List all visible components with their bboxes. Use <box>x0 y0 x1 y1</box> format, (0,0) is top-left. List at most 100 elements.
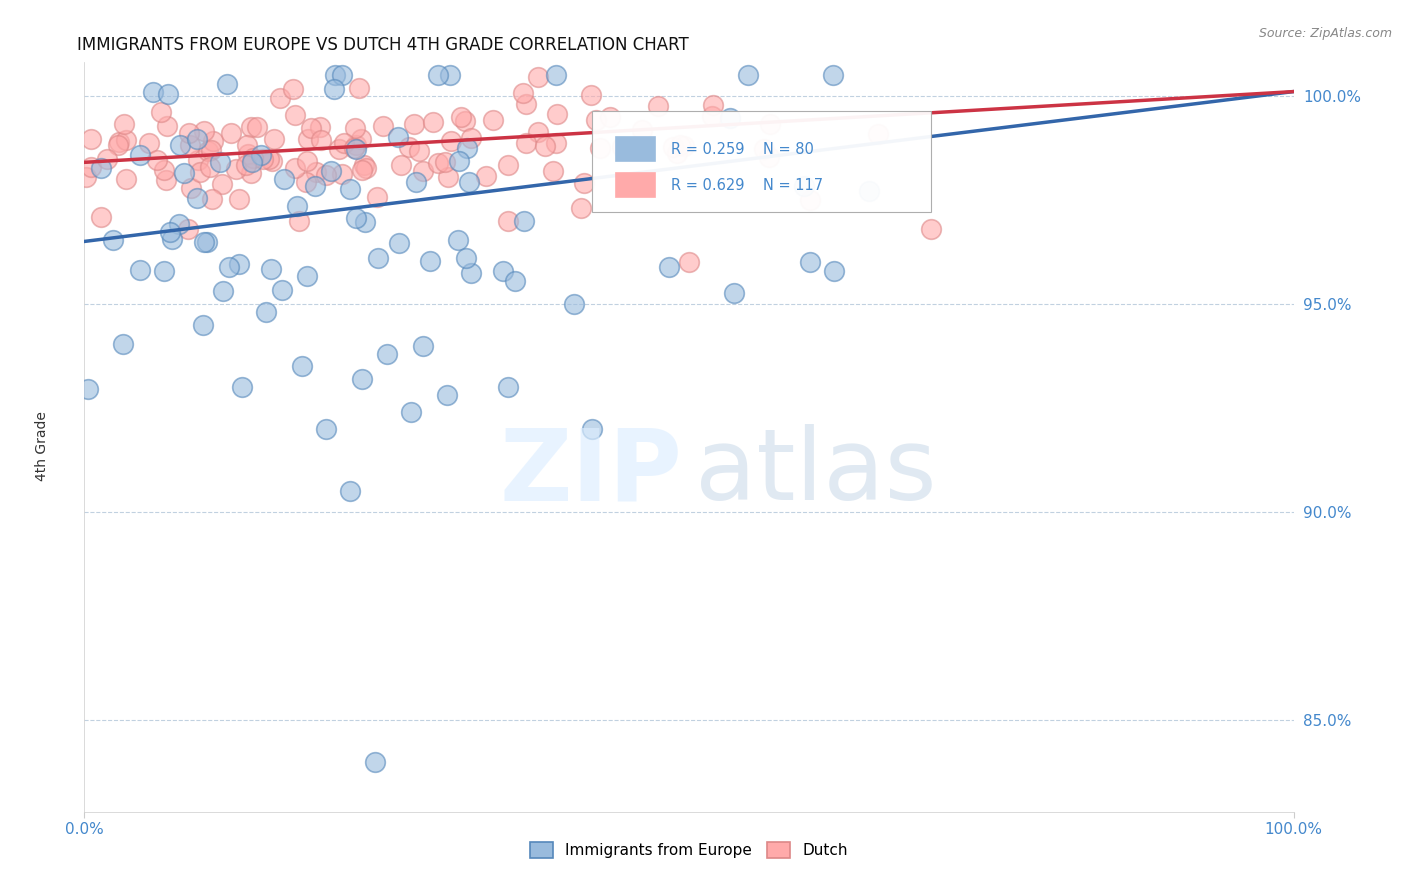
Point <box>186 132 208 146</box>
Point <box>527 70 550 85</box>
Point <box>240 120 263 134</box>
Point <box>398 140 420 154</box>
Point <box>389 158 412 172</box>
Point <box>352 372 374 386</box>
Point <box>79 160 101 174</box>
Point <box>304 179 326 194</box>
Point <box>153 163 176 178</box>
Point <box>107 137 129 152</box>
Point <box>107 135 129 149</box>
Point <box>295 268 318 283</box>
Point <box>512 213 534 227</box>
Point <box>297 132 319 146</box>
Point <box>534 139 557 153</box>
Point <box>103 233 125 247</box>
Point <box>661 140 683 154</box>
Point <box>309 120 332 135</box>
Point <box>231 380 253 394</box>
Point <box>405 175 427 189</box>
Point <box>270 283 292 297</box>
Point <box>169 137 191 152</box>
Point <box>454 114 477 128</box>
Point <box>235 158 257 172</box>
Point <box>129 148 152 162</box>
Point <box>512 87 534 101</box>
Point <box>492 264 515 278</box>
Point <box>799 193 821 207</box>
Point <box>718 111 741 125</box>
Point <box>112 337 135 351</box>
Point <box>589 140 612 154</box>
Point <box>260 261 283 276</box>
Point <box>823 263 845 277</box>
Point <box>202 134 225 148</box>
Point <box>179 126 201 140</box>
Text: Source: ZipAtlas.com: Source: ZipAtlas.com <box>1258 27 1392 40</box>
Point <box>408 145 430 159</box>
Point <box>315 168 337 182</box>
Point <box>153 264 176 278</box>
Point <box>257 152 280 166</box>
Text: ZIP: ZIP <box>499 425 682 521</box>
Point <box>236 138 259 153</box>
Point <box>339 484 361 499</box>
Point <box>821 68 844 82</box>
Point <box>305 165 328 179</box>
Point <box>315 422 337 436</box>
Point <box>284 108 307 122</box>
Point <box>80 131 103 145</box>
Point <box>187 153 209 167</box>
Point <box>367 251 389 265</box>
Point <box>449 154 471 169</box>
Point <box>482 113 505 128</box>
Point <box>562 297 585 311</box>
Point <box>201 192 224 206</box>
Point <box>678 255 700 269</box>
Point <box>323 82 346 96</box>
Point <box>366 190 388 204</box>
Point <box>344 143 367 157</box>
Point <box>544 136 567 150</box>
Point <box>585 113 607 128</box>
Point <box>250 147 273 161</box>
Point <box>330 68 353 82</box>
Point <box>90 211 112 225</box>
Point <box>188 165 211 179</box>
Bar <box>616 137 655 161</box>
Point <box>114 172 136 186</box>
Point <box>350 131 373 145</box>
Point <box>179 138 201 153</box>
Point <box>631 123 654 137</box>
Point <box>299 121 322 136</box>
Point <box>291 359 314 374</box>
Point <box>427 156 450 170</box>
Point <box>344 211 367 225</box>
Point <box>353 158 375 172</box>
Point <box>436 170 458 185</box>
Point <box>672 139 695 153</box>
Point <box>321 163 343 178</box>
Point <box>228 192 250 206</box>
Point <box>155 119 177 133</box>
Point <box>496 380 519 394</box>
Point <box>456 141 478 155</box>
Point <box>200 143 222 157</box>
Point <box>758 150 780 164</box>
Point <box>503 274 526 288</box>
Point <box>581 422 603 436</box>
Point <box>496 213 519 227</box>
Point <box>793 178 815 193</box>
Point <box>344 138 367 153</box>
Point <box>546 107 568 121</box>
Point <box>799 255 821 269</box>
Point <box>544 68 567 82</box>
Point <box>159 225 181 239</box>
Point <box>209 155 232 169</box>
Point <box>167 217 190 231</box>
Point <box>138 136 160 151</box>
Point <box>211 284 233 298</box>
Point <box>343 120 366 135</box>
Point <box>422 115 444 129</box>
Point <box>240 155 263 169</box>
Point <box>439 68 461 82</box>
